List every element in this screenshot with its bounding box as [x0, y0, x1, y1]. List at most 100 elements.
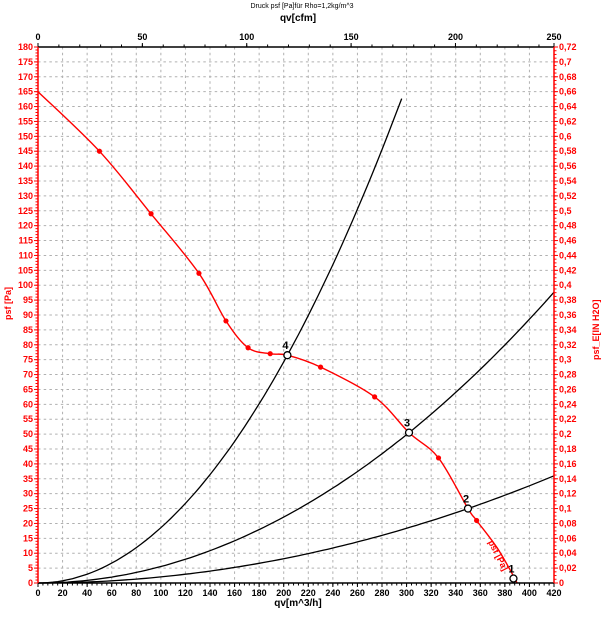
fan-curve-marker	[223, 318, 229, 324]
right-tick-label: 0,4	[559, 280, 572, 290]
fan-curve-marker	[96, 148, 103, 154]
right-tick-label: 0,2	[559, 429, 572, 439]
fan-curve-marker	[196, 270, 202, 276]
bottom-tick-label: 380	[497, 588, 512, 598]
bottom-tick-label: 400	[522, 588, 537, 598]
operating-point-number-3: 3	[404, 418, 410, 430]
top-tick-label: 150	[344, 32, 359, 42]
right-tick-label: 0,06	[559, 533, 577, 543]
top-tick-label: 200	[448, 32, 463, 42]
right-tick-label: 0,58	[559, 146, 577, 156]
bottom-tick-label: 220	[301, 588, 316, 598]
right-tick-label: 0,6	[559, 131, 572, 141]
right-tick-label: 0,38	[559, 295, 577, 305]
left-tick-label: 40	[23, 459, 33, 469]
right-tick-label: 0,54	[559, 176, 577, 186]
bottom-tick-label: 0	[35, 588, 40, 598]
left-tick-label: 80	[23, 340, 33, 350]
left-tick-label: 5	[28, 563, 33, 573]
left-tick-label: 140	[18, 161, 33, 171]
left-tick-label: 0	[28, 578, 33, 588]
right-tick-label: 0,16	[559, 459, 577, 469]
right-tick-label: 0,08	[559, 518, 577, 528]
left-tick-label: 145	[18, 146, 33, 156]
operating-point-number-2: 2	[463, 494, 469, 506]
left-tick-label: 75	[23, 355, 33, 365]
left-tick-label: 25	[23, 504, 33, 514]
left-tick-label: 160	[18, 102, 33, 112]
fan-curve-marker	[372, 394, 378, 400]
left-tick-label: 50	[23, 429, 33, 439]
right-tick-label: 0,12	[559, 489, 577, 499]
right-tick-label: 0,22	[559, 414, 577, 424]
system-curve-3	[38, 291, 555, 584]
fan-curve-marker	[474, 517, 480, 524]
bottom-tick-label: 120	[178, 588, 193, 598]
left-tick-label: 100	[18, 280, 33, 290]
right-tick-label: 0,02	[559, 563, 577, 573]
left-tick-label: 150	[18, 131, 33, 141]
right-tick-label: 0,56	[559, 161, 577, 171]
left-tick-label: 135	[18, 176, 33, 186]
right-axis-title: psf_E[IN H2O]	[591, 299, 601, 360]
fan-curve-marker	[148, 211, 154, 217]
left-tick-label: 165	[18, 87, 33, 97]
fan-curve-marker	[245, 345, 251, 351]
right-tick-label: 0,62	[559, 116, 577, 126]
bottom-tick-label: 40	[82, 588, 92, 598]
bottom-tick-label: 420	[546, 588, 561, 598]
left-tick-label: 105	[18, 265, 33, 275]
left-axis-title: psf [Pa]	[3, 286, 13, 320]
bottom-tick-label: 80	[131, 588, 141, 598]
right-tick-label: 0,32	[559, 340, 577, 350]
bottom-tick-label: 60	[107, 588, 117, 598]
right-tick-label: 0,24	[559, 399, 577, 409]
fan-curve	[37, 91, 518, 584]
fan-curve-marker	[267, 351, 273, 357]
right-tick-label: 0,1	[559, 504, 572, 514]
bottom-tick-label: 340	[448, 588, 463, 598]
fan-curve-inline-label: psf [Pa]	[486, 538, 510, 572]
right-tick-label: 0,3	[559, 355, 572, 365]
bottom-tick-label: 20	[58, 588, 68, 598]
right-tick-label: 0	[559, 578, 564, 588]
operating-point-3	[404, 428, 414, 437]
bottom-tick-label: 360	[473, 588, 488, 598]
operating-point-number-4: 4	[282, 340, 289, 352]
left-tick-label: 70	[23, 370, 33, 380]
right-tick-label: 0,7	[559, 57, 572, 67]
right-tick-label: 0,46	[559, 236, 577, 246]
left-tick-label: 110	[18, 250, 33, 260]
right-tick-label: 0,04	[559, 548, 577, 558]
right-tick-label: 0,44	[559, 250, 577, 260]
bottom-tick-label: 160	[227, 588, 242, 598]
left-tick-label: 180	[18, 42, 33, 52]
operating-point-number-1: 1	[508, 564, 514, 576]
bottom-tick-label: 240	[325, 588, 340, 598]
right-tick-label: 0,48	[559, 221, 577, 231]
bottom-tick-label: 100	[153, 588, 168, 598]
bottom-tick-label: 300	[399, 588, 414, 598]
top-tick-label: 250	[546, 32, 561, 42]
right-tick-label: 0,72	[559, 42, 577, 52]
left-tick-label: 15	[23, 533, 33, 543]
fan-curve-marker	[435, 455, 442, 461]
operating-point-1	[509, 574, 518, 583]
right-tick-label: 0,34	[559, 325, 577, 335]
right-tick-label: 0,18	[559, 444, 577, 454]
fan-curve-marker	[317, 364, 324, 370]
top-tick-label: 100	[239, 32, 254, 42]
right-tick-label: 0,66	[559, 87, 577, 97]
right-tick-label: 0,14	[559, 474, 577, 484]
right-tick-label: 0,26	[559, 384, 577, 394]
operating-point-4	[283, 351, 292, 360]
right-tick-label: 0,5	[559, 206, 572, 216]
right-tick-label: 0,36	[559, 310, 577, 320]
top-tick-label: 50	[137, 32, 147, 42]
left-tick-label: 20	[23, 518, 33, 528]
operating-point-2	[463, 504, 473, 513]
bottom-tick-label: 260	[350, 588, 365, 598]
bottom-tick-label: 320	[424, 588, 439, 598]
right-tick-label: 0,42	[559, 265, 577, 275]
